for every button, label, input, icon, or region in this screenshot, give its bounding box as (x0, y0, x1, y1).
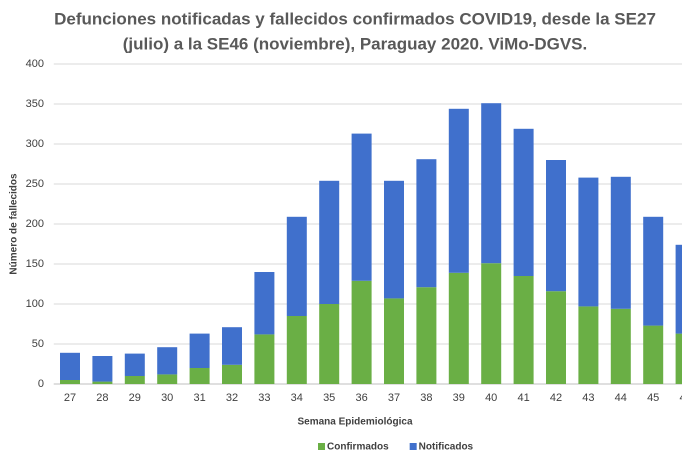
bar-segment (157, 347, 178, 375)
bar-segment (319, 304, 340, 384)
bar-segment (416, 287, 437, 384)
bar-segment (222, 364, 242, 384)
bar-segment (610, 176, 631, 309)
y-tick-label: 300 (26, 138, 44, 150)
bar-segment (351, 280, 372, 384)
bar-segment (189, 333, 210, 368)
bar-segment (92, 356, 113, 382)
y-tick-label: 100 (26, 298, 44, 310)
bar-segment (286, 316, 307, 384)
bar-segment (513, 276, 534, 384)
x-tick-label: 30 (161, 392, 173, 404)
x-tick-label: 42 (550, 392, 562, 404)
legend-label: Notificados (419, 442, 474, 452)
chart-title: Defunciones notificadas y fallecidos con… (54, 9, 656, 28)
bar-segment (319, 180, 340, 304)
x-tick-label: 33 (258, 392, 270, 404)
x-tick-label: 27 (64, 392, 76, 404)
x-tick-label: 37 (388, 392, 400, 404)
bar-segment (286, 216, 307, 316)
bar-segment (92, 381, 113, 384)
x-tick-label: 34 (291, 392, 303, 404)
y-tick-label: 150 (26, 258, 44, 270)
y-tick-label: 400 (26, 58, 44, 70)
bar-segment (610, 308, 631, 384)
bar-segment (578, 177, 599, 307)
y-axis-label: Número de fallecidos (9, 173, 20, 275)
chart-title: (julio) a la SE46 (noviembre), Paraguay … (123, 34, 588, 53)
bar-segment (157, 374, 178, 384)
y-tick-label: 0 (38, 378, 44, 390)
x-tick-label: 46 (679, 392, 682, 404)
bar-segment (513, 128, 534, 276)
x-tick-label: 45 (647, 392, 659, 404)
y-tick-label: 250 (26, 178, 44, 190)
bar-segment (546, 291, 566, 384)
bar-segment (60, 380, 80, 384)
y-tick-label: 200 (26, 218, 44, 230)
bar-segment (351, 133, 372, 281)
bar-segment (675, 333, 682, 384)
x-tick-label: 36 (355, 392, 367, 404)
bar-segment (189, 368, 210, 384)
bar-segment (643, 216, 664, 326)
bar-segment (578, 306, 599, 384)
x-tick-label: 39 (453, 392, 465, 404)
x-tick-label: 35 (323, 392, 335, 404)
x-tick-label: 32 (226, 392, 238, 404)
legend-swatch (318, 443, 325, 450)
bar-segment (481, 103, 502, 264)
x-tick-label: 29 (129, 392, 141, 404)
y-tick-label: 50 (32, 338, 44, 350)
bar-segment (643, 325, 664, 384)
bar-segment (60, 352, 80, 380)
y-tick-label: 350 (26, 98, 44, 110)
bar-segment (416, 159, 437, 288)
bar-segment (675, 244, 682, 334)
legend-swatch (409, 443, 417, 450)
bar-segment (222, 327, 242, 365)
x-tick-label: 43 (582, 392, 594, 404)
x-tick-label: 38 (420, 392, 432, 404)
x-tick-label: 41 (517, 392, 529, 404)
bar-segment (448, 272, 469, 384)
bar-segment (481, 263, 502, 384)
bar-segment (124, 353, 145, 376)
bar-segment (448, 108, 469, 273)
bar-segment (384, 298, 404, 384)
bar-segment (254, 272, 275, 335)
bar-segment (254, 334, 275, 384)
x-tick-label: 44 (615, 392, 627, 404)
legend-label: Confirmados (327, 442, 389, 452)
bar-segment (384, 180, 404, 299)
bar-segment (124, 376, 145, 384)
x-axis-label: Semana Epidemiológica (297, 417, 412, 428)
x-tick-label: 31 (193, 392, 205, 404)
x-tick-label: 28 (96, 392, 108, 404)
x-tick-label: 40 (485, 392, 497, 404)
bar-segment (546, 160, 566, 292)
